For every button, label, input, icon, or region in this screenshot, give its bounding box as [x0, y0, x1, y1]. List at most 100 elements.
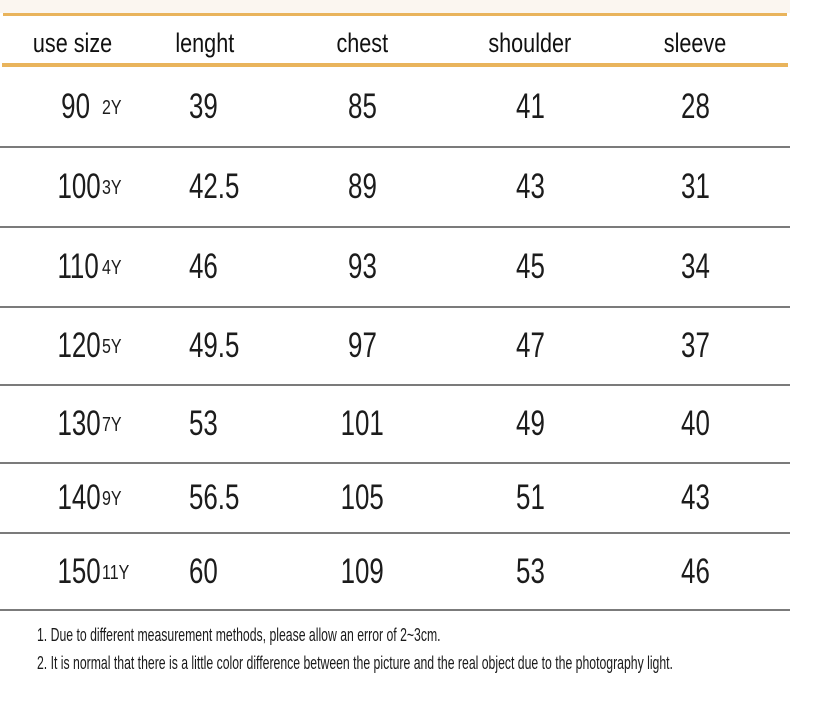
- size-value: 150: [57, 551, 101, 591]
- chest-value: 85: [348, 86, 377, 126]
- table-row: 140 9Y 56.5 105 51 43: [0, 464, 790, 534]
- size-value: 120: [57, 326, 101, 365]
- chest-value: 101: [340, 404, 385, 443]
- chest-value: 97: [348, 326, 377, 365]
- shoulder-value: 47: [515, 326, 545, 365]
- column-header-sleeve: sleeve: [600, 28, 790, 59]
- age-label: 9Y: [102, 488, 122, 510]
- chest-value: 105: [340, 478, 385, 517]
- sleeve-cell: 31: [600, 167, 790, 207]
- table-row: 110 4Y 46 93 45 34: [0, 228, 790, 308]
- sleeve-value: 28: [680, 86, 710, 126]
- lenght-cell: 39: [145, 87, 265, 127]
- lenght-value: 39: [189, 86, 218, 126]
- sleeve-cell: 40: [600, 404, 790, 444]
- table-row: 130 7Y 53 101 49 40: [0, 386, 790, 464]
- chest-value: 89: [348, 167, 377, 206]
- size-cell: 140 9Y: [0, 478, 145, 518]
- age-label: 4Y: [102, 257, 122, 279]
- table-row: 100 3Y 42.5 89 43 31: [0, 148, 790, 228]
- size-cell: 110 4Y: [0, 247, 145, 287]
- lenght-cell: 42.5: [145, 167, 265, 207]
- accent-line-top: [3, 13, 787, 16]
- sleeve-cell: 34: [600, 247, 790, 287]
- size-cell: 90 2Y: [0, 87, 145, 127]
- table-row: 90 2Y 39 85 41 28: [0, 67, 790, 148]
- sleeve-value: 40: [680, 404, 710, 443]
- size-value: 110: [57, 247, 99, 286]
- lenght-value: 49.5: [189, 326, 240, 365]
- chest-value: 93: [348, 247, 377, 286]
- lenght-value: 42.5: [189, 167, 240, 206]
- shoulder-cell: 43: [460, 167, 600, 207]
- column-header-use-size: use size: [0, 28, 145, 59]
- shoulder-cell: 49: [460, 404, 600, 444]
- lenght-cell: 56.5: [145, 478, 265, 518]
- size-value: 130: [57, 404, 101, 443]
- shoulder-value: 43: [515, 167, 545, 206]
- footnotes: 1. Due to different measurement methods,…: [0, 611, 790, 678]
- column-header-shoulder: shoulder: [460, 28, 600, 59]
- age-label: 11Y: [102, 561, 130, 584]
- shoulder-value: 41: [515, 86, 545, 126]
- age-label: 3Y: [102, 177, 122, 199]
- sleeve-value: 46: [680, 551, 710, 591]
- shoulder-value: 49: [515, 404, 545, 443]
- chest-cell: 105: [265, 478, 460, 518]
- column-header-label: chest: [336, 27, 389, 58]
- lenght-cell: 60: [145, 552, 265, 592]
- footnote-text: 1. Due to different measurement methods,…: [37, 625, 441, 645]
- sleeve-value: 43: [680, 478, 710, 517]
- chest-cell: 109: [265, 552, 460, 592]
- table-row: 150 11Y 60 109 53 46: [0, 534, 790, 611]
- shoulder-cell: 53: [460, 552, 600, 592]
- chest-cell: 101: [265, 404, 460, 444]
- lenght-cell: 46: [145, 247, 265, 287]
- shoulder-cell: 47: [460, 326, 600, 366]
- age-label: 2Y: [102, 96, 122, 119]
- lenght-cell: 49.5: [145, 326, 265, 366]
- shoulder-cell: 45: [460, 247, 600, 287]
- lenght-value: 60: [189, 551, 218, 591]
- size-value: 140: [57, 478, 101, 517]
- accent-line-bottom: [2, 63, 788, 67]
- sleeve-value: 37: [680, 326, 710, 365]
- chest-cell: 93: [265, 247, 460, 287]
- shoulder-value: 51: [515, 478, 545, 517]
- size-value: 90: [61, 86, 90, 126]
- sleeve-value: 31: [680, 167, 710, 206]
- footnote-text: 2. It is normal that there is a little c…: [37, 653, 673, 673]
- sleeve-value: 34: [680, 247, 710, 286]
- chest-cell: 97: [265, 326, 460, 366]
- footnote-1: 1. Due to different measurement methods,…: [37, 622, 790, 650]
- footnote-2: 2. It is normal that there is a little c…: [37, 650, 790, 678]
- shoulder-value: 53: [515, 551, 545, 591]
- sleeve-cell: 37: [600, 326, 790, 366]
- age-label: 5Y: [102, 336, 122, 358]
- column-header-label: shoulder: [488, 27, 572, 58]
- table-body: 90 2Y 39 85 41 28 100: [0, 67, 790, 611]
- lenght-cell: 53: [145, 404, 265, 444]
- size-chart: use size lenght chest shoulder sleeve 90…: [0, 0, 790, 678]
- size-cell: 150 11Y: [0, 552, 145, 592]
- table-row: 120 5Y 49.5 97 47 37: [0, 308, 790, 386]
- sleeve-cell: 28: [600, 87, 790, 127]
- lenght-value: 56.5: [189, 478, 240, 517]
- size-cell: 120 5Y: [0, 326, 145, 366]
- sleeve-cell: 46: [600, 552, 790, 592]
- column-header-lenght: lenght: [145, 28, 265, 59]
- shoulder-cell: 51: [460, 478, 600, 518]
- top-strip: [0, 0, 790, 13]
- column-header-label: lenght: [175, 27, 235, 58]
- size-cell: 100 3Y: [0, 167, 145, 207]
- size-value: 100: [57, 167, 101, 206]
- size-cell: 130 7Y: [0, 404, 145, 444]
- lenght-value: 53: [189, 404, 218, 443]
- shoulder-cell: 41: [460, 87, 600, 127]
- column-header-label: sleeve: [663, 27, 727, 58]
- lenght-value: 46: [189, 247, 218, 286]
- chest-cell: 85: [265, 87, 460, 127]
- age-label: 7Y: [102, 414, 122, 436]
- chest-value: 109: [340, 551, 385, 591]
